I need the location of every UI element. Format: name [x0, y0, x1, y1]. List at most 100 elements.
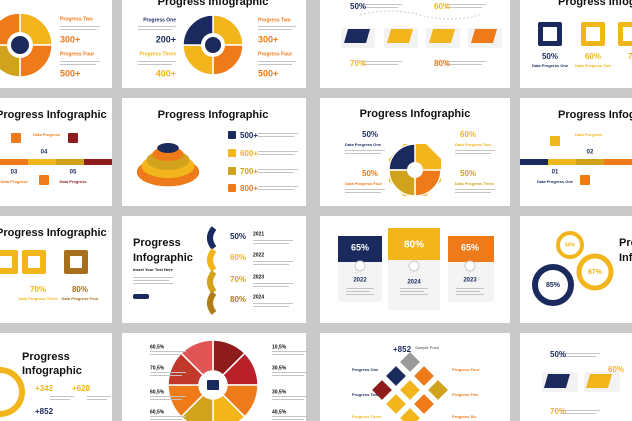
slide-text: 60% — [460, 130, 476, 139]
slide-text: Progress Two — [258, 17, 291, 23]
icon — [68, 133, 78, 143]
slide — [0, 98, 112, 206]
slide — [520, 98, 632, 206]
filler-line — [258, 154, 294, 155]
diamond — [386, 366, 406, 386]
slide-text: Progress Two — [60, 16, 93, 22]
icon — [228, 149, 236, 157]
slide-text: Progress — [22, 351, 70, 363]
progress-segment — [604, 159, 632, 165]
slide-text: 85% — [546, 282, 561, 289]
slide-text: 80% — [404, 240, 424, 251]
diamond — [414, 366, 434, 386]
slide-text: 70% — [230, 275, 246, 284]
slide-text: Progress Two — [352, 392, 379, 397]
filler-line — [150, 419, 182, 420]
tag — [429, 29, 455, 43]
hub — [407, 162, 423, 178]
tag — [471, 29, 497, 43]
filler-line — [138, 61, 176, 62]
filler-line — [133, 280, 169, 281]
slide-text: +852 — [393, 345, 412, 354]
slide-text: Data Progress One — [537, 179, 574, 184]
slide-text: 65% — [461, 242, 479, 252]
slide-text: 400+ — [156, 68, 176, 78]
filler-line — [150, 351, 186, 352]
filler-line — [400, 294, 428, 295]
slide-text: Progress One — [352, 367, 379, 372]
filler-line — [455, 150, 495, 151]
filler-line — [345, 189, 385, 190]
slide-text: 30,5% — [272, 389, 287, 395]
slide-text: Infographic — [22, 365, 82, 377]
layer — [157, 143, 179, 153]
wedge — [221, 352, 259, 386]
slide-text: Progress Infographic — [0, 109, 107, 121]
diamond — [400, 380, 420, 400]
wedge — [388, 143, 416, 171]
filler-line — [258, 64, 292, 65]
filler-line — [560, 353, 600, 354]
slide-text: 10,5% — [272, 344, 287, 350]
filler-line — [345, 153, 381, 154]
slide — [0, 216, 112, 323]
progress-segment — [548, 159, 576, 165]
filler-line — [253, 261, 293, 262]
icon — [623, 27, 632, 41]
slide-text: +628 — [72, 384, 91, 393]
slide-text: 2023 — [463, 278, 477, 284]
filler-line — [345, 150, 385, 151]
filler-line — [346, 288, 374, 289]
filler-line — [560, 410, 600, 411]
filler-line — [456, 294, 484, 295]
filler-line — [362, 61, 402, 62]
diamond — [400, 408, 420, 421]
card-top — [448, 236, 494, 262]
filler-line — [138, 64, 172, 65]
wedge — [212, 393, 246, 421]
filler-line — [50, 396, 74, 397]
filler-line — [150, 399, 182, 400]
slide — [520, 0, 632, 88]
slide-text: Progress Infographic — [0, 227, 107, 239]
icon — [39, 175, 49, 185]
slide-text: 02 — [587, 150, 594, 156]
filler-line — [362, 4, 402, 5]
icon — [408, 260, 420, 272]
filler-line — [253, 264, 289, 265]
slide — [520, 216, 632, 323]
slide-text: 50% — [542, 52, 558, 61]
icon — [550, 136, 560, 146]
progress-segment — [56, 159, 84, 165]
filler-line — [258, 172, 294, 173]
filler-line — [362, 64, 398, 65]
slide-text: 600+ — [240, 149, 258, 158]
slide-text: 60% — [608, 365, 624, 374]
slide-text: 700+ — [240, 167, 258, 176]
slide-text: Data Progress One — [345, 142, 382, 147]
hub-icon — [207, 380, 219, 390]
slide-text: +342 — [35, 384, 54, 393]
slide-text: 03 — [11, 170, 18, 176]
filler-line — [150, 396, 186, 397]
wave — [207, 226, 217, 250]
slide-text: Progress Four — [258, 51, 292, 57]
slide-text: 50% — [362, 169, 378, 178]
slide-text: Data Progress Two — [455, 142, 491, 147]
filler-line — [133, 283, 173, 284]
slide-text: 30,5% — [272, 365, 287, 371]
slide-text: 2022 — [353, 278, 367, 284]
filler-line — [456, 288, 484, 289]
ring — [0, 367, 25, 417]
tag — [387, 29, 413, 43]
slide-text: Data Progress Four — [61, 296, 99, 301]
slide-text: 800+ — [240, 184, 258, 193]
ring — [532, 264, 574, 306]
slide-text: Data Progress — [575, 132, 603, 137]
slide-text: 50% — [550, 350, 566, 359]
slide-text: 60,5% — [150, 409, 165, 415]
filler-line — [87, 396, 111, 397]
diamond — [400, 352, 420, 372]
filler-line — [400, 291, 424, 292]
slide-text: Progress Infographic — [558, 0, 632, 8]
